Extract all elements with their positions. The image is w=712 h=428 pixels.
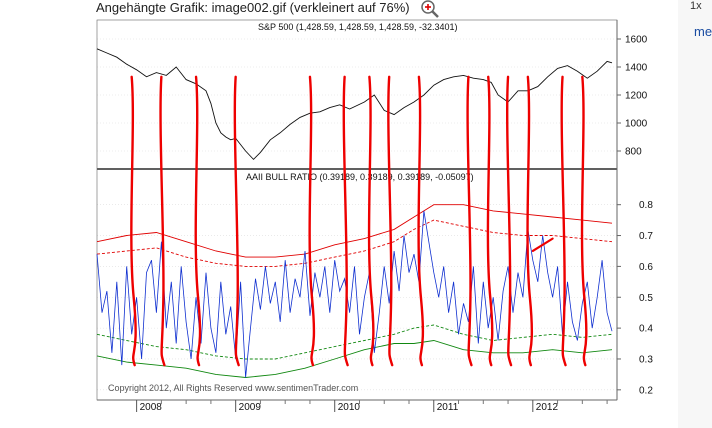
y-tick-label-bull: 0.2 [639,385,653,396]
red-annotation-stroke [506,75,513,367]
bull-ratio-line [96,210,613,378]
lower-band-line [96,340,613,378]
y-tick-label-bull: 0.5 [639,293,653,304]
red-annotation-stroke [486,75,494,367]
zoom-magnifier-icon[interactable] [420,0,440,19]
image-caption: Angehängte Grafik: image002.gif (verklei… [96,0,410,15]
upper-band-line [96,204,613,258]
red-annotation-stroke [580,75,588,367]
y-tick-label-bull: 0.3 [639,354,653,365]
red-annotation-stroke [233,75,240,367]
red-annotation-stroke [194,75,202,367]
y-tick-label-bull: 0.8 [639,200,653,211]
y-tick-label-sp500: 1000 [625,119,648,130]
sp500-title: S&P 500 (1,428.59, 1,428.59, 1,428.59, -… [258,22,458,32]
y-tick-label-sp500: 1600 [625,35,648,46]
red-annotation-stroke [466,75,473,367]
y-tick-label-sp500: 800 [625,147,642,158]
x-tick-label: 2009 [239,402,262,413]
y-tick-label-bull: 0.6 [639,262,653,273]
y-tick-label-bull: 0.7 [639,231,653,242]
x-tick-label: 2008 [140,402,163,413]
red-annotation-stroke [130,75,137,367]
red-annotation-stroke [308,75,316,367]
y-tick-label-sp500: 1400 [625,63,648,74]
red-annotation-stroke [526,75,533,367]
sp500-line [96,48,613,161]
red-annotation-diagonal [531,237,554,253]
y-tick-label-bull: 0.4 [639,324,653,335]
red-annotation-stroke [367,75,375,367]
edge-link[interactable]: me [694,24,712,39]
red-annotation-stroke [560,75,567,367]
copyright-footer: Copyright 2012, All Rights Reserved www.… [108,383,358,393]
y-tick-label-sp500: 1200 [625,91,648,102]
x-tick-label: 2010 [338,402,361,413]
bull-ratio-title: AAII BULL RATIO (0.39189, 0.39189, 0.391… [246,172,474,182]
neighbor-column [678,0,712,428]
lower-band-dashed-line [96,324,613,360]
red-annotation-stroke [159,75,166,367]
plot-background [97,20,617,400]
red-annotation-stroke [342,75,349,367]
x-tick-label: 2012 [536,402,559,413]
red-annotation-stroke [387,75,394,367]
upper-band-dashed-line [96,219,613,267]
edge-top-text: 1x [690,0,702,12]
x-tick-label: 2011 [437,402,459,413]
red-annotation-stroke [417,75,425,367]
